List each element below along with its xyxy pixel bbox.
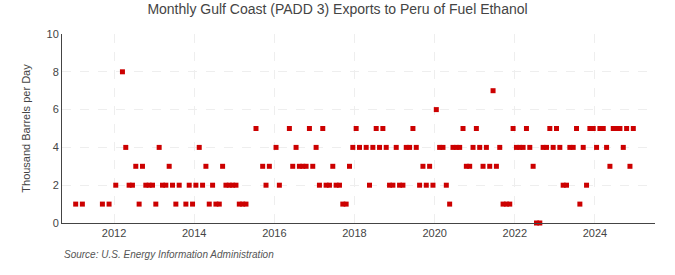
svg-text:Thousand Barrels per Day: Thousand Barrels per Day [20,64,32,193]
svg-text:Monthly Gulf Coast (PADD 3) Ex: Monthly Gulf Coast (PADD 3) Exports to P… [147,1,527,17]
svg-text:2016: 2016 [262,227,286,239]
svg-text:2014: 2014 [182,227,206,239]
svg-text:10: 10 [47,28,59,40]
svg-text:2024: 2024 [583,227,607,239]
svg-text:2: 2 [53,179,59,191]
svg-text:8: 8 [53,66,59,78]
svg-text:2012: 2012 [102,227,126,239]
svg-text:Source: U.S. Energy Informatio: Source: U.S. Energy Information Administ… [64,249,274,260]
svg-text:6: 6 [53,103,59,115]
svg-text:2020: 2020 [422,227,446,239]
svg-text:0: 0 [53,217,59,229]
svg-text:2022: 2022 [503,227,527,239]
svg-text:2018: 2018 [342,227,366,239]
svg-text:4: 4 [53,141,59,153]
